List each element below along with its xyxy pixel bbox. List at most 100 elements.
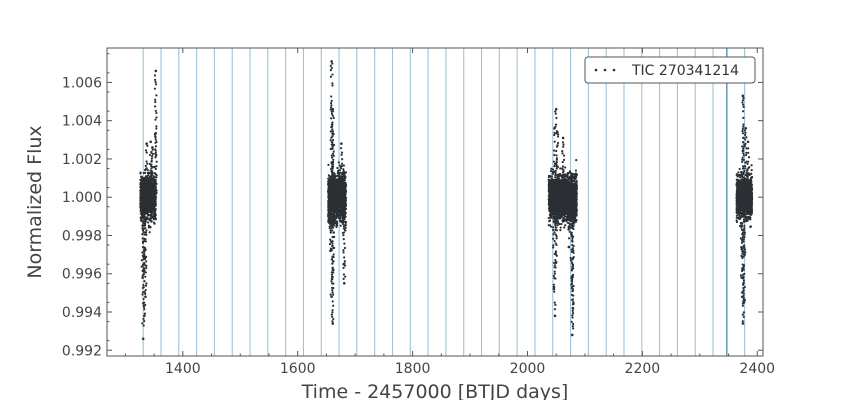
data-point <box>141 215 144 218</box>
data-point <box>342 266 345 269</box>
data-point <box>142 222 145 225</box>
data-point <box>329 75 333 78</box>
data-point <box>330 277 333 281</box>
data-point <box>330 99 333 102</box>
data-point <box>343 246 347 250</box>
data-point <box>144 204 147 208</box>
data-point <box>153 202 156 205</box>
data-point <box>564 207 567 210</box>
data-point-outlier <box>154 69 158 73</box>
data-point <box>339 219 342 222</box>
data-point <box>141 228 145 231</box>
data-point <box>144 284 148 287</box>
data-point <box>144 275 147 278</box>
data-point <box>142 305 146 309</box>
data-point <box>144 231 147 234</box>
data-point <box>331 215 335 219</box>
data-point <box>141 251 144 254</box>
data-point <box>155 176 158 179</box>
data-point <box>331 262 334 265</box>
data-point <box>338 196 341 199</box>
data-point <box>153 189 156 192</box>
data-point <box>146 202 149 205</box>
data-point <box>140 217 143 221</box>
data-point <box>339 212 342 215</box>
data-point <box>153 222 156 225</box>
data-point <box>556 224 559 227</box>
data-point <box>331 121 334 124</box>
data-point <box>330 117 333 120</box>
data-point <box>151 198 154 201</box>
data-point <box>344 275 347 278</box>
data-point <box>550 175 553 178</box>
data-point <box>329 139 332 142</box>
data-point <box>144 207 147 210</box>
data-point <box>341 162 344 165</box>
data-point <box>340 207 343 211</box>
data-point <box>337 179 340 182</box>
data-point-outlier <box>332 268 335 272</box>
data-point <box>332 160 335 164</box>
data-point-outlier <box>330 123 334 126</box>
data-point <box>155 111 158 115</box>
data-point <box>341 204 344 207</box>
data-point <box>141 291 145 294</box>
data-point <box>143 202 146 205</box>
data-point <box>559 167 562 170</box>
data-point <box>329 108 332 111</box>
data-point <box>148 162 151 166</box>
data-point <box>331 152 335 155</box>
data-point <box>143 280 146 283</box>
data-point <box>336 198 339 201</box>
data-point <box>343 181 346 184</box>
plot-background <box>107 48 763 356</box>
data-point <box>344 184 347 187</box>
data-point <box>548 174 552 177</box>
data-point <box>148 231 151 234</box>
data-point <box>331 320 334 323</box>
data-point <box>146 144 149 147</box>
data-point <box>148 218 152 221</box>
data-point <box>143 255 146 258</box>
data-point <box>333 235 336 238</box>
data-point <box>330 141 334 144</box>
data-point-outlier <box>331 322 335 325</box>
data-point <box>342 227 345 230</box>
data-point <box>565 174 569 177</box>
data-point <box>337 161 340 164</box>
data-point-outlier <box>149 140 152 144</box>
data-point <box>342 209 345 212</box>
data-point <box>330 200 333 203</box>
data-point <box>144 202 148 205</box>
data-point <box>145 167 148 170</box>
data-point <box>330 271 333 274</box>
data-point <box>149 193 152 197</box>
data-point <box>330 240 333 243</box>
data-point <box>556 217 559 221</box>
data-point <box>328 218 331 221</box>
data-point <box>150 160 153 163</box>
data-point <box>573 180 576 183</box>
data-point <box>143 319 146 323</box>
data-point-outlier <box>329 249 332 253</box>
data-point <box>331 311 334 314</box>
data-point <box>143 213 146 216</box>
data-point <box>331 114 335 117</box>
data-point <box>338 217 341 220</box>
data-point <box>330 112 334 116</box>
data-point <box>336 189 339 192</box>
data-point <box>141 233 144 236</box>
data-point <box>343 201 346 204</box>
data-point <box>140 194 143 197</box>
data-point <box>332 198 335 201</box>
data-point <box>330 185 334 188</box>
data-point <box>143 176 146 180</box>
data-point <box>329 231 332 234</box>
data-point-outlier <box>144 295 147 298</box>
data-point <box>144 209 147 212</box>
data-point <box>331 183 334 186</box>
data-point <box>142 286 145 289</box>
data-point <box>142 200 145 203</box>
data-point <box>327 193 330 196</box>
